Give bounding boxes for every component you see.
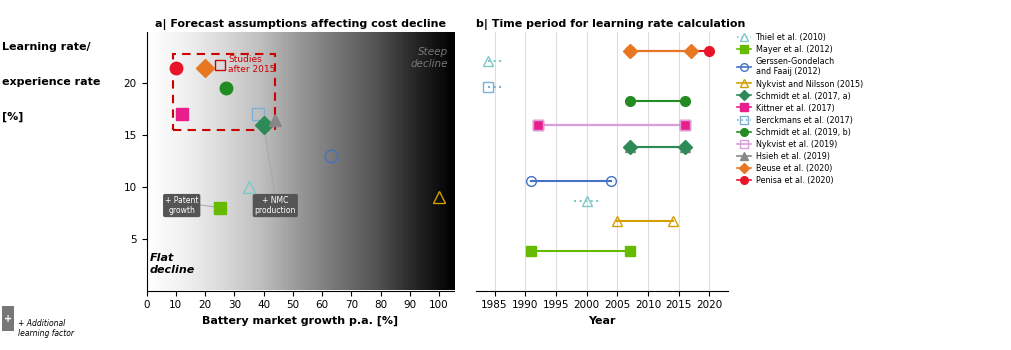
Bar [173, 54, 275, 130]
X-axis label: Year: Year [588, 316, 616, 326]
Text: experience rate: experience rate [2, 77, 100, 87]
Text: + Patent
growth: + Patent growth [165, 196, 198, 215]
Legend: Thiel et al. (2010), Mayer et al. (2012), Gerssen-Gondelach
and Faaij (2012), Ny: Thiel et al. (2010), Mayer et al. (2012)… [737, 33, 862, 185]
Text: Learning rate/: Learning rate/ [2, 42, 91, 52]
Text: Steep
decline: Steep decline [410, 47, 448, 69]
Text: Flat
decline: Flat decline [150, 253, 195, 275]
Text: +: + [4, 314, 12, 323]
Text: b| Time period for learning rate calculation: b| Time period for learning rate calcula… [476, 19, 745, 30]
Text: + Additional
learning factor: + Additional learning factor [18, 318, 74, 338]
X-axis label: Battery market growth p.a. [%]: Battery market growth p.a. [%] [202, 316, 398, 326]
Title: a| Forecast assumptions affecting cost decline: a| Forecast assumptions affecting cost d… [155, 19, 446, 30]
Text: Studies
after 2015: Studies after 2015 [228, 55, 276, 74]
Text: [%]: [%] [2, 112, 23, 122]
Text: + NMC
production: + NMC production [255, 196, 296, 215]
